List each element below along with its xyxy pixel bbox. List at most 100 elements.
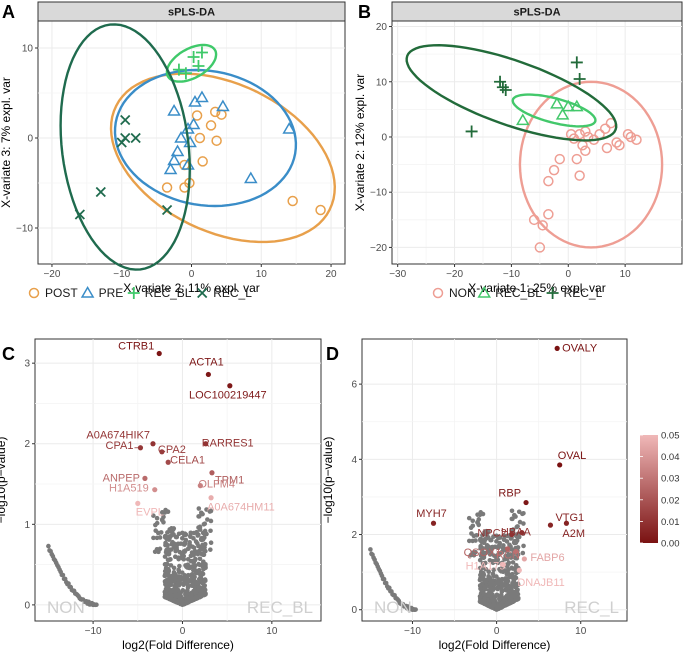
- x-tick-label: −10: [404, 626, 421, 637]
- grid-lines: [362, 339, 627, 621]
- data-point: [174, 131, 188, 143]
- data-point: [491, 586, 496, 591]
- y-tick-label: 1: [24, 520, 30, 531]
- data-point: [46, 543, 51, 549]
- data-point: [185, 546, 191, 551]
- data-point: [503, 576, 509, 581]
- data-point: [488, 548, 494, 554]
- data-point: [208, 528, 213, 534]
- y-axis-label: X-variate 2: 12% expl. var: [353, 74, 367, 211]
- significant-point: [563, 520, 570, 526]
- colorbar-d: 0.05 0.04 0.03 0.02 0.01 0.00: [640, 431, 680, 550]
- data-point: [156, 549, 161, 555]
- y-tick-label: 2: [24, 439, 30, 450]
- data-point: [508, 555, 514, 560]
- data-point: [183, 592, 188, 598]
- data-point: [477, 512, 483, 518]
- data-point: [244, 171, 258, 184]
- data-point: [528, 214, 540, 226]
- data-point: [181, 556, 187, 562]
- data-point: [176, 577, 182, 583]
- data-point: [130, 132, 141, 144]
- data-point: [534, 242, 546, 253]
- data-point: [179, 67, 192, 80]
- data-point: [495, 560, 501, 566]
- data-point: [503, 587, 508, 593]
- gene-label: CPA1: [106, 440, 134, 452]
- data-point: [521, 521, 526, 526]
- data-point: [514, 589, 520, 594]
- data-point: [494, 592, 500, 598]
- panel-c-volcano: −10 0 10 0 1 2 3 log2(Fold Difference) −log10(p−…: [0, 338, 322, 652]
- significant-point: [430, 520, 437, 526]
- data-point: [611, 137, 622, 148]
- data-point: [555, 107, 570, 120]
- data-point: [574, 170, 585, 181]
- data-point: [194, 132, 206, 144]
- data-point: [195, 551, 201, 557]
- data-point: [168, 547, 174, 552]
- legend-item-pre: PRE: [80, 286, 124, 300]
- labeled-points: [430, 345, 570, 573]
- data-point: [197, 527, 203, 532]
- y-tick-label: 10: [376, 77, 388, 88]
- gene-label: CPA2: [158, 444, 186, 456]
- legend-item-rec-bl: REC_BL: [477, 286, 542, 300]
- data-point: [208, 540, 214, 546]
- data-point: [173, 577, 178, 582]
- confidence-ellipse: [518, 80, 664, 249]
- data-point: [510, 560, 516, 565]
- data-point: [177, 563, 182, 569]
- data-point: [164, 536, 170, 542]
- data-point: [182, 532, 187, 538]
- data-point: [480, 561, 486, 566]
- legend-label: REC_BL: [495, 286, 542, 300]
- data-point: [187, 51, 200, 63]
- data-point: [497, 596, 502, 602]
- data-point: [502, 596, 508, 602]
- data-point: [176, 531, 182, 537]
- significant-point: [203, 441, 209, 447]
- data-point: [205, 120, 217, 131]
- data-point: [480, 554, 485, 559]
- data-point: [509, 599, 515, 604]
- data-point: [514, 534, 520, 539]
- data-point: [195, 580, 200, 586]
- data-point: [494, 579, 500, 585]
- data-point: [167, 153, 181, 166]
- legend-label: PRE: [99, 286, 124, 300]
- data-point: [509, 516, 515, 522]
- gene-label: RCN: [496, 549, 520, 561]
- data-point: [491, 567, 497, 573]
- legend-item-rec-bl: REC_BL: [127, 286, 192, 300]
- data-point: [486, 573, 491, 579]
- data-point: [479, 545, 485, 551]
- x-axis-label: X-variate 1: 25% expl. var: [468, 281, 605, 295]
- y-axis-label: X-variate 3: 7% expl. var: [0, 77, 13, 208]
- data-point: [194, 529, 199, 535]
- data-point: [151, 513, 156, 518]
- data-point: [163, 162, 178, 175]
- significant-point: [523, 499, 529, 506]
- data-point: [490, 578, 496, 583]
- data-point: [483, 566, 489, 572]
- panel-title: sPLS-DA: [513, 7, 560, 19]
- data-point: [482, 531, 488, 537]
- data-point: [167, 104, 181, 116]
- data-point: [480, 575, 486, 581]
- data-point: [477, 583, 483, 588]
- data-point: [165, 571, 171, 577]
- group-label-left: NON: [47, 598, 85, 617]
- data-point: [381, 576, 387, 582]
- significant-point: [159, 449, 165, 455]
- y-tick-label: 10: [22, 44, 34, 55]
- data-point: [180, 575, 185, 581]
- grid-lines: [38, 21, 345, 264]
- data-point: [512, 555, 517, 560]
- data-point: [466, 538, 472, 544]
- data-point: [186, 579, 191, 585]
- data-point: [514, 524, 520, 530]
- data-point: [483, 550, 489, 556]
- data-point: [199, 551, 204, 557]
